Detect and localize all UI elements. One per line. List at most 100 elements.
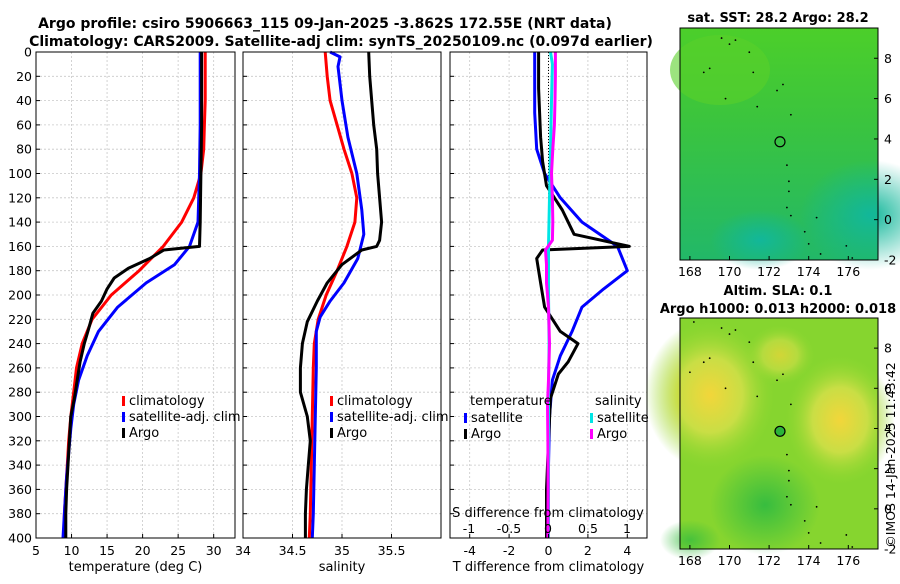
series-salinity-argo xyxy=(544,52,557,539)
x-tick-label: 10 xyxy=(64,543,80,558)
sst-map: 168 170 172 174 176 -2 0 2 4 6 8 xyxy=(678,27,896,279)
island-marker xyxy=(724,97,727,100)
x-tick-label: 34.5 xyxy=(279,543,307,558)
island-marker xyxy=(720,37,723,39)
legend-label: Argo xyxy=(337,426,367,441)
sla-map-field xyxy=(645,318,895,560)
legend-label: satellite xyxy=(471,411,523,426)
island-marker xyxy=(845,244,848,247)
legend-title-temperature: temperature xyxy=(470,394,552,409)
series-argo xyxy=(298,51,384,538)
island-marker xyxy=(748,51,751,54)
x-tick-label: 30 xyxy=(206,543,222,558)
map-y-tick-label: 6 xyxy=(884,381,892,396)
map-x-tick-label: 176 xyxy=(836,553,860,568)
island-marker xyxy=(724,387,727,390)
legend-label: climatology xyxy=(129,394,205,409)
temperature-panel: 5 10 15 20 25 3002040608010012014016018020022… xyxy=(8,45,240,576)
island-marker xyxy=(851,546,854,548)
legend-swatch xyxy=(330,428,333,438)
series-climatology xyxy=(307,51,359,539)
map-x-tick-label: 172 xyxy=(757,553,781,568)
island-marker xyxy=(845,534,848,536)
title-line-1: Argo profile: csiro 5906663_115 09-Jan-2… xyxy=(38,16,612,32)
map-y-tick-label: 2 xyxy=(884,172,892,187)
y-tick-label: 260 xyxy=(8,360,32,375)
legend-label: satellite-adj. clim xyxy=(129,410,241,425)
y-tick-label: 140 xyxy=(8,215,32,230)
map-y-tick-label: 0 xyxy=(884,212,892,227)
island-marker xyxy=(728,43,731,46)
island-marker xyxy=(851,257,854,259)
x-tick-label: 0 xyxy=(545,543,553,558)
island-marker xyxy=(788,479,790,482)
map-x-tick-label: 172 xyxy=(757,264,781,279)
island-marker xyxy=(803,519,806,522)
island-marker xyxy=(807,532,810,534)
y-tick-label: 280 xyxy=(8,385,32,400)
island-marker xyxy=(786,453,788,456)
x-tick-label: 20 xyxy=(135,543,151,558)
sla-map-title-1: Altim. SLA: 0.1 xyxy=(724,284,833,299)
legend-label: Argo xyxy=(597,427,627,442)
top-tick-label: 1 xyxy=(623,521,631,536)
top-tick-label: 0.5 xyxy=(578,521,598,536)
island-marker xyxy=(689,371,691,374)
legend-label: Argo xyxy=(129,426,159,441)
y-tick-label: 120 xyxy=(8,190,32,205)
island-marker xyxy=(819,542,822,544)
series-satellite-adj-clim xyxy=(61,52,202,539)
map-y-tick-label: 0 xyxy=(884,501,892,516)
y-tick-label: 220 xyxy=(8,312,32,327)
map-x-tick-label: 168 xyxy=(678,553,702,568)
island-marker xyxy=(782,373,784,376)
legend-label: satellite-adj. clim xyxy=(337,410,449,425)
legend-swatch xyxy=(464,429,467,439)
x-tick-label: 2 xyxy=(584,543,592,558)
map-x-tick-label: 174 xyxy=(797,264,821,279)
imos-credit: ©IMOS 14-Jan-2025 11:43:42 xyxy=(883,362,898,548)
island-marker xyxy=(734,329,737,331)
island-marker xyxy=(728,333,731,335)
island-marker xyxy=(708,357,711,360)
y-tick-label: 200 xyxy=(8,288,32,303)
legend-swatch xyxy=(122,428,125,438)
difference-panel: -4 -2 0 2 4 T difference from climatology temp… xyxy=(449,51,649,575)
island-marker xyxy=(702,71,705,74)
salinity-panel: 34 34.5 35 35.5 salinity climatologysatellite… xyxy=(235,50,449,575)
legend-swatch xyxy=(330,412,333,422)
y-tick-label: 340 xyxy=(8,458,32,473)
island-marker xyxy=(756,105,759,108)
island-marker xyxy=(756,395,759,398)
y-tick-label: 80 xyxy=(16,142,32,157)
x-tick-label: 25 xyxy=(170,543,186,558)
legend-label: satellite xyxy=(597,411,649,426)
sla-map-title-2: Argo h1000: 0.013 h2000: 0.018 xyxy=(660,302,896,317)
legend-swatch xyxy=(330,396,333,406)
x-tick-label: -2 xyxy=(503,543,515,558)
map-x-tick-label: 174 xyxy=(797,553,821,568)
island-marker xyxy=(789,403,792,406)
island-marker xyxy=(789,113,792,116)
map-y-tick-label: 4 xyxy=(884,421,892,436)
map-x-tick-label: 170 xyxy=(718,553,742,568)
x-axis-label: T difference from climatology xyxy=(452,560,645,575)
island-marker xyxy=(752,361,755,364)
top-tick-label: 0 xyxy=(544,521,552,536)
map-frame xyxy=(679,27,879,261)
top-axis-label: S difference from climatology xyxy=(452,506,644,521)
y-tick-label: 0 xyxy=(24,45,32,60)
map-y-tick-label: -2 xyxy=(884,253,896,268)
y-tick-label: 180 xyxy=(8,263,32,278)
island-marker xyxy=(786,206,788,209)
island-marker xyxy=(720,327,723,329)
x-tick-label: 4 xyxy=(623,543,631,558)
x-axis-label: salinity xyxy=(319,560,366,575)
map-y-tick-label: -2 xyxy=(884,542,896,557)
x-tick-label: -4 xyxy=(463,543,476,558)
island-marker xyxy=(807,242,810,245)
map-frame xyxy=(679,317,879,550)
island-marker xyxy=(786,164,788,167)
map-y-tick-label: 8 xyxy=(884,51,892,66)
